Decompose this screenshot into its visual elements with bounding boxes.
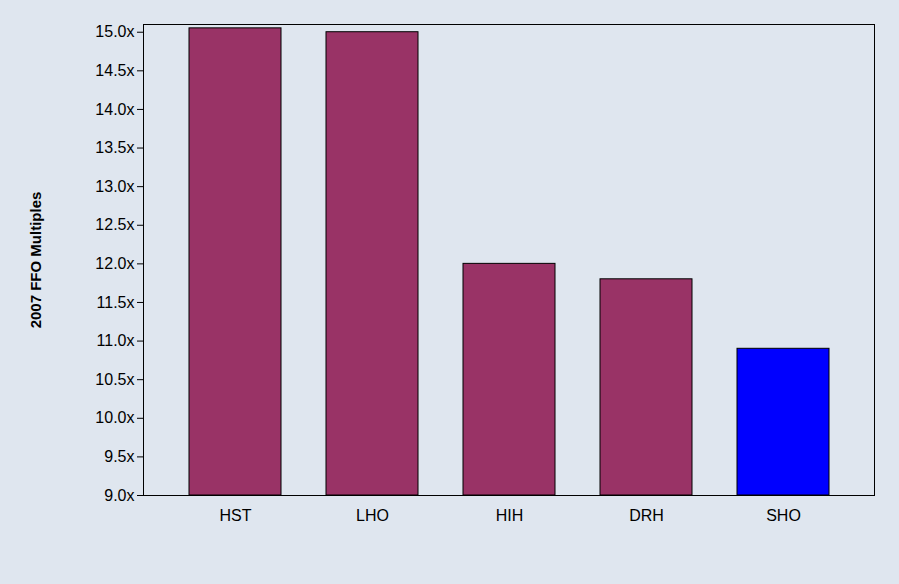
svg-text:HIH: HIH: [496, 507, 524, 524]
svg-text:2007 FFO Multiples: 2007 FFO Multiples: [27, 192, 44, 329]
svg-text:14.0x: 14.0x: [95, 101, 134, 118]
svg-text:10.0x: 10.0x: [95, 409, 134, 426]
svg-text:11.5x: 11.5x: [97, 294, 135, 311]
svg-text:15.0x: 15.0x: [95, 23, 134, 40]
svg-text:9.5x: 9.5x: [104, 448, 134, 465]
svg-text:11.0x: 11.0x: [97, 332, 135, 349]
svg-text:9.0x: 9.0x: [104, 487, 134, 504]
svg-text:SHO: SHO: [766, 507, 801, 524]
svg-text:HST: HST: [220, 507, 252, 524]
svg-text:13.5x: 13.5x: [95, 139, 134, 156]
svg-text:12.0x: 12.0x: [95, 255, 134, 272]
svg-text:10.5x: 10.5x: [95, 371, 134, 388]
svg-text:LHO: LHO: [356, 507, 389, 524]
svg-text:14.5x: 14.5x: [95, 62, 134, 79]
svg-text:12.5x: 12.5x: [95, 216, 134, 233]
svg-text:13.0x: 13.0x: [95, 178, 134, 195]
svg-text:DRH: DRH: [629, 507, 664, 524]
